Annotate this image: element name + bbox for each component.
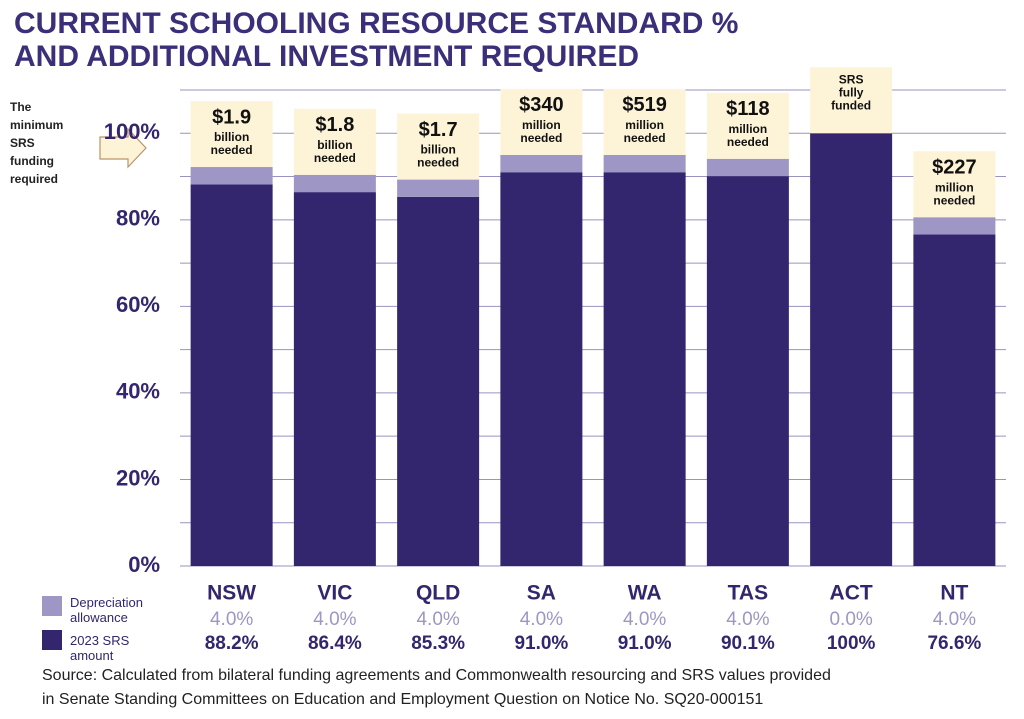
side-note: SRS bbox=[10, 136, 35, 150]
annotation-text: funded bbox=[831, 98, 871, 112]
arrow bbox=[99, 127, 147, 169]
value-label: 4.0% bbox=[210, 609, 253, 630]
bar-segment bbox=[706, 176, 789, 566]
value-label: 4.0% bbox=[623, 609, 666, 630]
value-label: 86.4% bbox=[308, 633, 362, 654]
annotation-box bbox=[706, 92, 789, 159]
annotation-amount: $227 bbox=[932, 157, 977, 179]
bar-segment bbox=[293, 192, 376, 566]
bar-segment bbox=[603, 154, 686, 173]
annotation-text: needed bbox=[211, 143, 253, 157]
legend-label: Depreciation allowance bbox=[70, 595, 143, 625]
value-label: 4.0% bbox=[313, 609, 356, 630]
value-label: 76.6% bbox=[927, 633, 981, 654]
y-tick-label: 100% bbox=[104, 119, 160, 144]
bar-segment bbox=[810, 133, 893, 567]
annotation-amount: $1.9 bbox=[212, 106, 251, 128]
y-tick-label: 80% bbox=[116, 206, 160, 231]
annotation-text: needed bbox=[727, 135, 769, 149]
x-tick-label: NSW bbox=[207, 582, 256, 605]
annotation-box bbox=[500, 88, 583, 155]
annotation-text: needed bbox=[314, 151, 356, 165]
annotation-box bbox=[810, 67, 893, 134]
bar-segment bbox=[397, 196, 480, 566]
value-label: 4.0% bbox=[726, 609, 769, 630]
annotation-amount: $118 bbox=[726, 98, 769, 120]
bar-segment bbox=[706, 158, 789, 177]
annotation-text: billion bbox=[214, 130, 249, 144]
source: in Senate Standing Committees on Educati… bbox=[42, 691, 763, 708]
y-tick-label: 0% bbox=[128, 552, 160, 577]
annotation-box bbox=[913, 151, 996, 218]
side-note: required bbox=[10, 172, 58, 186]
bar-segment bbox=[913, 234, 996, 566]
annotation-text: million bbox=[935, 180, 974, 194]
bar-segment bbox=[293, 174, 376, 193]
annotation-text: billion bbox=[420, 143, 455, 157]
value-label: 85.3% bbox=[411, 633, 465, 654]
annotation-box bbox=[190, 101, 273, 168]
value-label: 91.0% bbox=[618, 633, 672, 654]
x-tick-label: ACT bbox=[830, 582, 873, 605]
annotation-box bbox=[293, 108, 376, 175]
x-tick-label: TAS bbox=[728, 582, 768, 605]
bar-segment bbox=[397, 179, 480, 197]
value-label: 4.0% bbox=[520, 609, 563, 630]
bar-segment bbox=[190, 167, 273, 185]
legend-swatch bbox=[42, 630, 62, 650]
x-tick-label: VIC bbox=[317, 582, 352, 605]
annotation-text: needed bbox=[417, 156, 459, 170]
bar-segment bbox=[190, 184, 273, 567]
bar-segment bbox=[603, 172, 686, 566]
value-label: 4.0% bbox=[933, 609, 976, 630]
value-label: 88.2% bbox=[205, 633, 259, 654]
chart-title: AND ADDITIONAL INVESTMENT REQUIRED bbox=[14, 40, 639, 73]
y-tick-label: 60% bbox=[116, 292, 160, 317]
legend-label: 2023 SRS amount bbox=[70, 633, 130, 663]
annotation-box bbox=[603, 88, 686, 155]
annotation-text: needed bbox=[933, 193, 975, 207]
side-note: minimum bbox=[10, 118, 63, 132]
side-note: The bbox=[10, 100, 32, 114]
bar-segment bbox=[500, 154, 583, 173]
x-tick-label: SA bbox=[527, 582, 556, 605]
chart-title: CURRENT SCHOOLING RESOURCE STANDARD % bbox=[14, 7, 738, 40]
annotation-box bbox=[397, 113, 480, 180]
bar-segment bbox=[500, 172, 583, 566]
annotation-text: needed bbox=[624, 131, 666, 145]
annotation-amount: $1.7 bbox=[419, 119, 458, 141]
value-label: 0.0% bbox=[829, 609, 872, 630]
bar-segment bbox=[913, 217, 996, 235]
value-label: 90.1% bbox=[721, 633, 775, 654]
x-tick-label: QLD bbox=[416, 582, 460, 605]
annotation-text: SRS bbox=[839, 72, 864, 86]
side-note: funding bbox=[10, 154, 54, 168]
value-label: 4.0% bbox=[416, 609, 459, 630]
value-label: 91.0% bbox=[514, 633, 568, 654]
legend-swatch bbox=[42, 596, 62, 616]
x-tick-label: WA bbox=[628, 582, 662, 605]
annotation-amount: $519 bbox=[622, 94, 667, 116]
y-tick-label: 20% bbox=[116, 465, 160, 490]
annotation-text: needed bbox=[520, 131, 562, 145]
annotation-text: million bbox=[522, 118, 561, 132]
annotation-text: fully bbox=[839, 85, 864, 99]
annotation-amount: $340 bbox=[519, 94, 564, 116]
annotation-text: billion bbox=[317, 138, 352, 152]
value-label: 100% bbox=[827, 633, 876, 654]
y-tick-label: 40% bbox=[116, 379, 160, 404]
annotation-text: million bbox=[729, 122, 768, 136]
annotation-amount: $1.8 bbox=[315, 114, 354, 136]
x-tick-label: NT bbox=[940, 582, 968, 605]
annotation-text: million bbox=[625, 118, 664, 132]
source: Source: Calculated from bilateral fundin… bbox=[42, 667, 831, 684]
